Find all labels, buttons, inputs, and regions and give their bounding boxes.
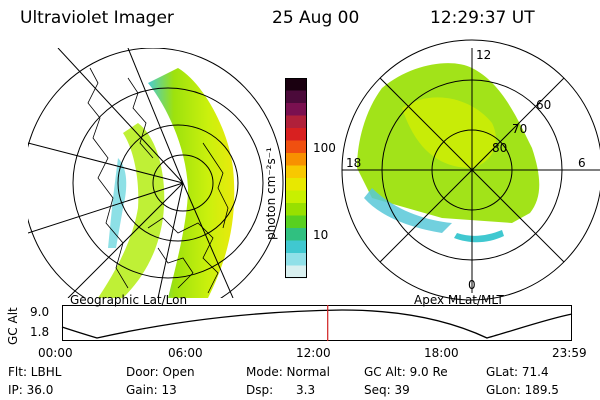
time-label: 12:29:37 UT bbox=[430, 8, 535, 28]
info-door: Door: Open bbox=[126, 365, 195, 379]
alt-ytick-1.8: 1.8 bbox=[30, 325, 50, 339]
polar-image bbox=[341, 39, 600, 301]
mlt-label-0: 0 bbox=[468, 278, 476, 292]
colorbar-tick-100: 100 bbox=[313, 141, 336, 155]
mlat-label-60: 60 bbox=[536, 98, 552, 112]
mlt-label-12: 12 bbox=[476, 48, 492, 62]
colorbar-segment bbox=[285, 140, 307, 154]
info-glon: GLon: 189.5 bbox=[486, 383, 559, 397]
geographic-image bbox=[28, 48, 284, 298]
colorbar-segment bbox=[285, 165, 307, 179]
left-panel-label: Geographic Lat/Lon bbox=[70, 293, 188, 307]
mlt-label-6: 6 bbox=[578, 156, 586, 170]
colorbar-segment bbox=[285, 103, 307, 116]
aurora-band-inner bbox=[98, 123, 165, 298]
colorbar-unit-label: photon cm⁻²s⁻¹ bbox=[264, 147, 278, 240]
date-label: 25 Aug 00 bbox=[272, 8, 360, 28]
info-seq: Seq: 39 bbox=[364, 383, 410, 397]
aurora-band bbox=[148, 68, 235, 298]
alt-ytick-9: 9.0 bbox=[30, 305, 50, 319]
colorbar-segment bbox=[285, 90, 307, 104]
colorbar-segment bbox=[285, 78, 307, 91]
colorbar-segment bbox=[285, 178, 307, 191]
info-gain: Gain: 13 bbox=[126, 383, 177, 397]
colorbar-segment bbox=[285, 228, 307, 241]
colorbar-segment bbox=[285, 115, 307, 129]
info-glat: GLat: 71.4 bbox=[486, 365, 549, 379]
aurora-cyan bbox=[108, 158, 127, 248]
alt-xtick-1800: 18:00 bbox=[424, 346, 459, 360]
info-filter: Flt: LBHL bbox=[8, 365, 62, 379]
colorbar bbox=[285, 78, 307, 279]
colorbar-segment bbox=[285, 240, 307, 254]
colorbar-segment bbox=[285, 190, 307, 204]
colorbar-segment bbox=[285, 203, 307, 216]
colorbar-segment bbox=[285, 215, 307, 229]
colorbar-segment bbox=[285, 253, 307, 266]
info-gc-alt: GC Alt: 9.0 Re bbox=[364, 365, 448, 379]
polar-aurora-cyan bbox=[364, 188, 452, 233]
altitude-curve bbox=[61, 309, 573, 339]
colorbar-segment bbox=[285, 128, 307, 141]
right-panel-label: Apex MLat/MLT bbox=[414, 293, 504, 307]
colorbar-segment bbox=[285, 153, 307, 166]
colorbar-tick-10: 10 bbox=[313, 228, 329, 242]
colorbar-segment bbox=[285, 265, 307, 279]
alt-plot-ylabel: GC Alt bbox=[6, 307, 20, 345]
colorbar-frame bbox=[285, 78, 307, 278]
mlt-label-18: 18 bbox=[346, 156, 362, 170]
polar-aurora-arc bbox=[454, 230, 504, 243]
alt-xtick-0600: 06:00 bbox=[168, 346, 203, 360]
mlat-label-80: 80 bbox=[492, 141, 508, 155]
info-ip: IP: 36.0 bbox=[8, 383, 54, 397]
altitude-plot bbox=[61, 305, 573, 341]
info-mode: Mode: Normal bbox=[246, 365, 330, 379]
alt-xtick-0000: 00:00 bbox=[38, 346, 73, 360]
info-dsp: Dsp: 3.3 bbox=[246, 383, 316, 397]
alt-xtick-2359: 23:59 bbox=[552, 346, 587, 360]
instrument-title: Ultraviolet Imager bbox=[20, 8, 174, 28]
alt-xtick-1200: 12:00 bbox=[296, 346, 331, 360]
mlat-label-70: 70 bbox=[512, 122, 528, 136]
